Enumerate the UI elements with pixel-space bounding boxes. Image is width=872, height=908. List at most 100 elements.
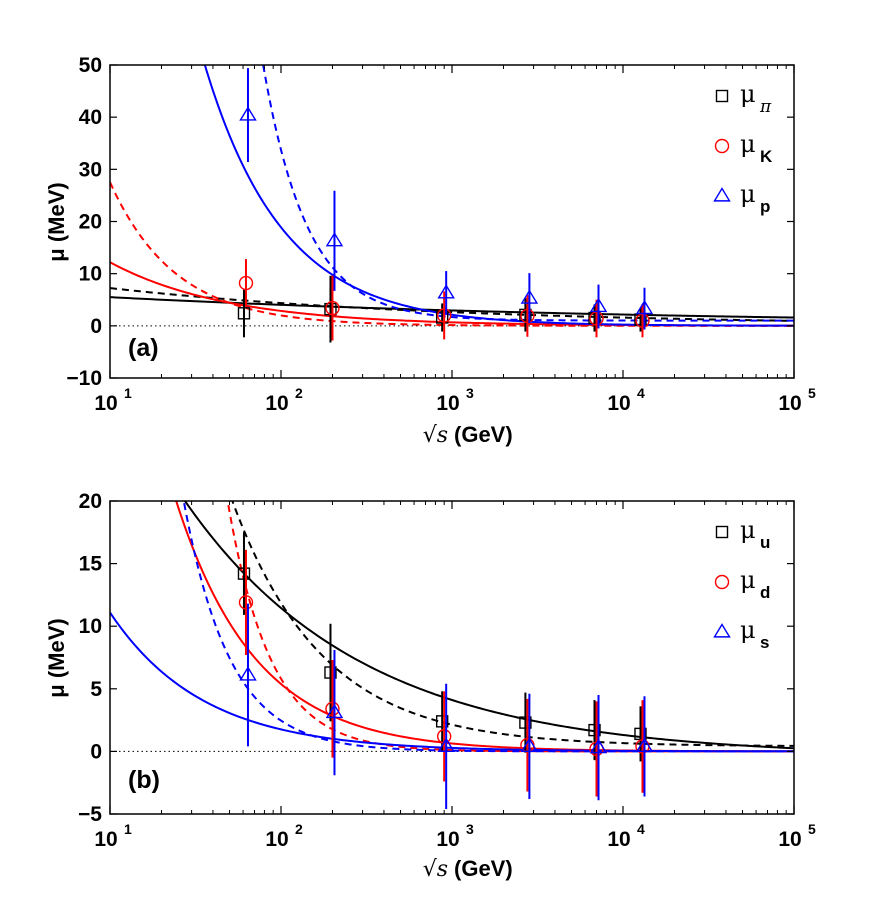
data-point-u bbox=[435, 715, 449, 728]
y-tick-label: 0 bbox=[90, 315, 102, 338]
legend-label: μ bbox=[740, 566, 756, 594]
data-points bbox=[237, 68, 654, 343]
legend-label: μ bbox=[740, 516, 756, 544]
data-point-u bbox=[588, 723, 601, 737]
data-point-u bbox=[519, 716, 532, 729]
data-point-p bbox=[437, 284, 455, 299]
legend-label: μ bbox=[740, 616, 756, 644]
x-tick-exponent: 3 bbox=[466, 385, 474, 401]
x-axis-label: √s (GeV) bbox=[423, 422, 513, 448]
x-tick-label: 10 bbox=[436, 392, 459, 415]
x-tick-label: 10 bbox=[94, 828, 117, 851]
fit-curves bbox=[110, 65, 794, 327]
x-tick-exponent: 1 bbox=[124, 385, 132, 401]
x-tick-exponent: 1 bbox=[124, 821, 132, 837]
fit-solid-p bbox=[203, 65, 794, 327]
x-tick-label: 10 bbox=[265, 828, 288, 851]
x-tick-exponent: 2 bbox=[295, 385, 303, 401]
tick-marks: −5 0 5 10 15 20 10 1 10 2 10 3 10 4 10 5 bbox=[78, 490, 816, 851]
y-tick-label: 0 bbox=[90, 740, 102, 763]
x-tick-exponent: 2 bbox=[295, 821, 303, 837]
data-point-K bbox=[238, 275, 254, 291]
x-tick-label: 10 bbox=[94, 392, 117, 415]
data-point-s bbox=[239, 666, 257, 681]
panel-label: (a) bbox=[128, 334, 159, 362]
data-point-u bbox=[634, 727, 647, 741]
x-tick-label: 10 bbox=[607, 828, 630, 851]
x-tick-label: 10 bbox=[778, 828, 801, 851]
legend-marker bbox=[715, 89, 729, 103]
data-point-p bbox=[325, 231, 344, 247]
legend-label: μ bbox=[740, 180, 756, 208]
legend-marker bbox=[713, 187, 731, 202]
legend-label: μ bbox=[740, 80, 756, 108]
data-point-K bbox=[520, 308, 535, 324]
x-tick-exponent: 4 bbox=[637, 821, 645, 837]
x-tick-label: 10 bbox=[265, 392, 288, 415]
legend-label-subscript: s bbox=[760, 633, 769, 652]
fit-solid-u bbox=[183, 501, 794, 750]
fit-dashed-π bbox=[110, 287, 794, 322]
data-point-d bbox=[238, 595, 254, 610]
data-point-π bbox=[237, 307, 251, 320]
data-point-K bbox=[436, 308, 452, 323]
legend: μ uμ dμ s bbox=[713, 516, 770, 652]
legend: μ πμ Kμ p bbox=[713, 80, 773, 216]
y-tick-label: −10 bbox=[66, 367, 102, 390]
data-point-s bbox=[325, 703, 344, 719]
fit-dashed-s bbox=[182, 501, 794, 753]
x-tick-exponent: 5 bbox=[808, 821, 816, 837]
data-point-p bbox=[239, 106, 257, 121]
x-axis-label-unit: (GeV) bbox=[454, 856, 513, 881]
legend-label-subscript: d bbox=[760, 583, 770, 602]
data-point-s bbox=[520, 737, 539, 752]
data-point-s bbox=[437, 737, 455, 752]
legend-label-subscript: π bbox=[759, 97, 772, 117]
data-points bbox=[237, 532, 654, 809]
x-tick-exponent: 3 bbox=[466, 821, 474, 837]
y-tick-label: −5 bbox=[78, 803, 102, 826]
y-tick-label: 10 bbox=[79, 615, 102, 638]
x-axis-label-sqrt-s: √s bbox=[423, 423, 448, 448]
data-point-s bbox=[635, 737, 654, 752]
data-point-π bbox=[435, 311, 449, 324]
x-tick-exponent: 5 bbox=[808, 385, 816, 401]
panel-label: (b) bbox=[128, 766, 160, 794]
x-tick-label: 10 bbox=[436, 828, 459, 851]
x-tick-label: 10 bbox=[778, 392, 801, 415]
data-point-p bbox=[520, 289, 539, 304]
y-axis-label: μ (MeV) bbox=[44, 182, 69, 261]
plot-area bbox=[110, 65, 794, 378]
y-tick-label: 40 bbox=[79, 106, 102, 129]
data-point-p bbox=[589, 297, 608, 313]
y-tick-label: 10 bbox=[79, 263, 102, 286]
tick-marks: −10 0 10 20 30 40 50 10 1 10 2 10 3 10 4 10 5 bbox=[66, 54, 816, 415]
data-point-K bbox=[325, 300, 340, 316]
legend-marker bbox=[715, 525, 729, 539]
data-point-u bbox=[324, 666, 337, 679]
y-tick-label: 50 bbox=[79, 54, 102, 77]
y-tick-label: 20 bbox=[79, 211, 102, 234]
legend-label-subscript: K bbox=[760, 147, 773, 166]
legend-label-subscript: u bbox=[760, 533, 770, 552]
x-axis-label: √s (GeV) bbox=[423, 856, 513, 882]
data-point-p bbox=[635, 299, 654, 315]
plot-area bbox=[110, 501, 794, 814]
y-tick-label: 15 bbox=[79, 553, 103, 576]
fit-curves bbox=[110, 501, 794, 753]
y-tick-label: 20 bbox=[79, 490, 102, 513]
y-tick-label: 5 bbox=[90, 678, 102, 701]
data-point-d bbox=[325, 701, 340, 717]
x-axis-label-sqrt-s: √s bbox=[423, 857, 448, 882]
data-point-u bbox=[237, 567, 251, 580]
x-axis-label-unit: (GeV) bbox=[454, 422, 513, 447]
x-tick-exponent: 4 bbox=[637, 385, 645, 401]
